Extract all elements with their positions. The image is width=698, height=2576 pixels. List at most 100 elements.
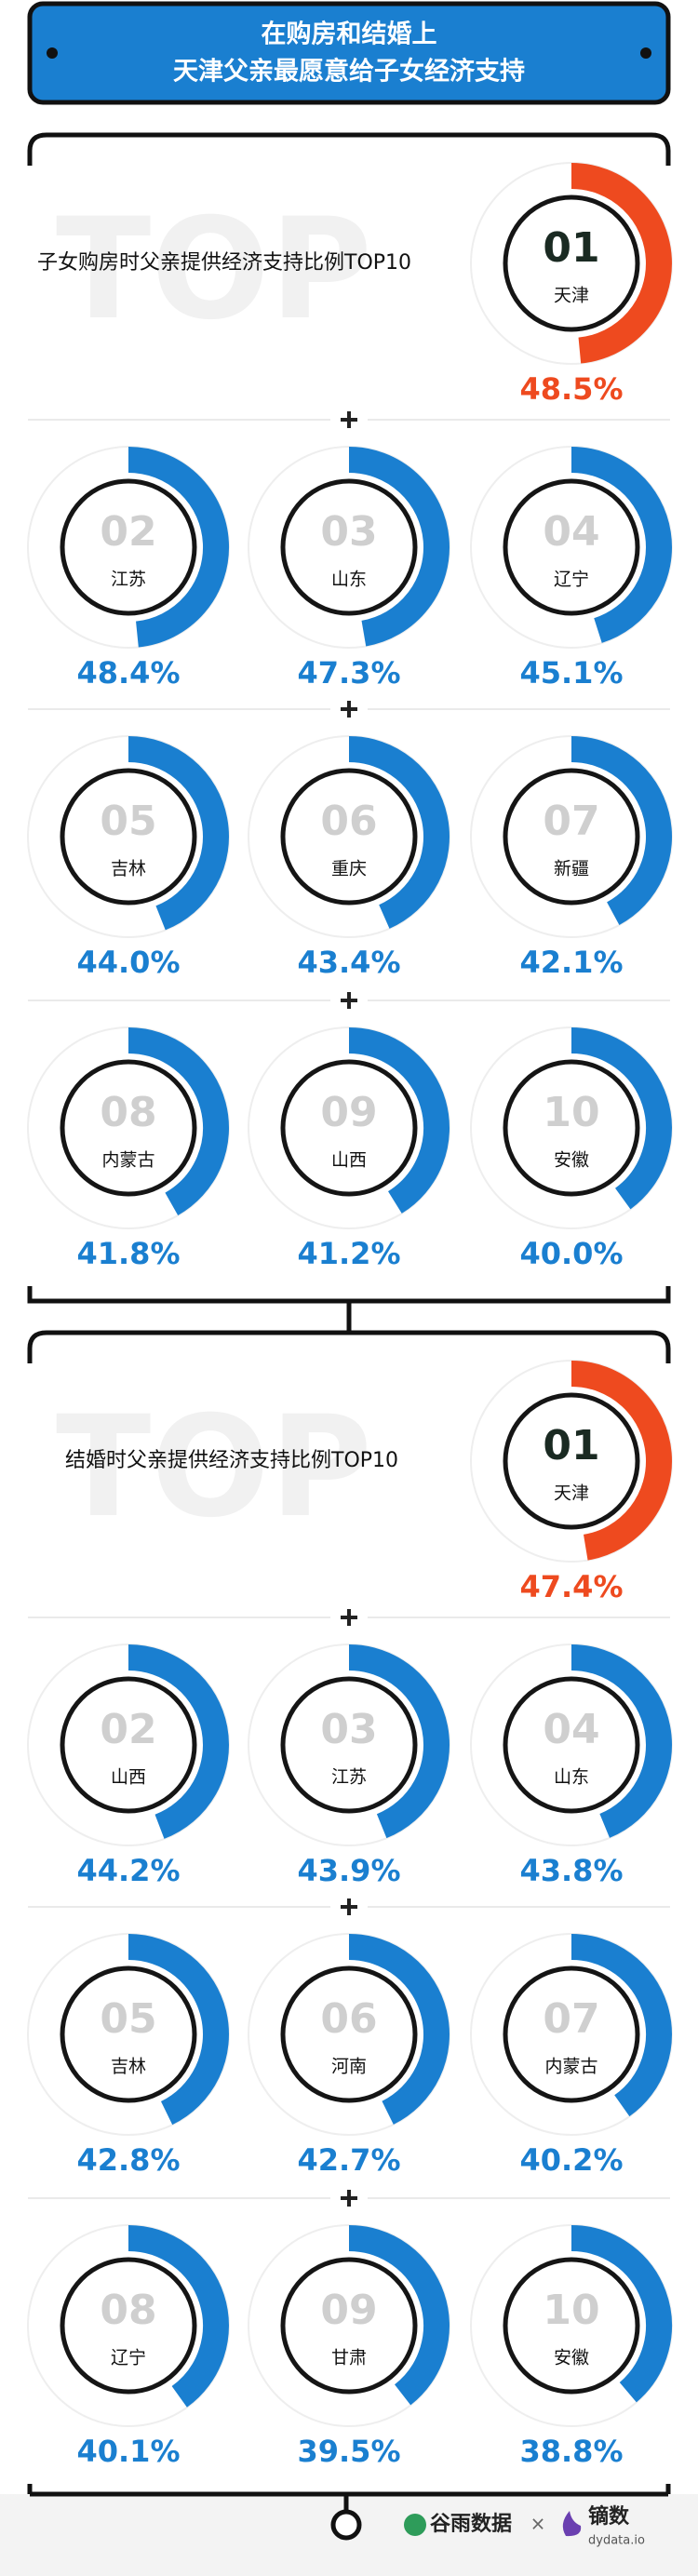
region: 山西: [331, 1150, 367, 1171]
rank: 05: [100, 798, 156, 845]
region: 安徽: [554, 2348, 589, 2368]
footer-circle: [330, 2509, 362, 2541]
rank: 04: [543, 508, 599, 556]
ring-inner: [503, 768, 640, 906]
ring-arc: [128, 1934, 229, 2126]
rank: 07: [543, 798, 599, 845]
value-label: 42.7%: [297, 2142, 400, 2178]
rank: 02: [100, 1706, 156, 1753]
ring-inner: [280, 1676, 418, 1814]
value-label: 48.5%: [519, 371, 623, 407]
ring-arc: [348, 1934, 450, 2125]
region: 天津: [554, 1483, 589, 1504]
value-label: 47.4%: [519, 1569, 623, 1604]
logo-left: 谷雨数据: [430, 2512, 512, 2536]
header-box: [27, 1, 671, 105]
region: 内蒙古: [544, 2057, 597, 2077]
section-frame: [27, 132, 671, 166]
ring-inner: [60, 1966, 197, 2103]
value-label: 44.0%: [76, 945, 180, 980]
section-frame: [27, 1330, 671, 1363]
value-label: 48.4%: [76, 655, 180, 691]
ring-inner: [280, 2257, 418, 2395]
ring-inner: [503, 1676, 640, 1814]
region: 辽宁: [554, 570, 589, 590]
ring-inner: [503, 1059, 640, 1197]
region: 江苏: [111, 570, 146, 590]
ring-arc: [570, 1644, 672, 1838]
logo-icon: [404, 2514, 426, 2536]
region: 辽宁: [111, 2348, 146, 2368]
ring-inner: [60, 2257, 197, 2395]
value-label: 42.1%: [519, 945, 623, 980]
rank: 01: [543, 1422, 599, 1469]
watermark: TOP: [56, 189, 372, 351]
rank: 01: [543, 224, 599, 272]
rank: 09: [320, 2287, 377, 2334]
ring-inner: [60, 1059, 197, 1197]
ring-inner: [280, 478, 418, 616]
ring-arc: [570, 1361, 672, 1561]
separator-mark: ×: [530, 2513, 546, 2535]
ring-inner: [280, 1059, 418, 1197]
value-label: 43.9%: [297, 1853, 400, 1888]
rank: 05: [100, 1995, 156, 2043]
ring-inner: [280, 1966, 418, 2103]
ring-arc: [128, 447, 229, 648]
rank: 04: [543, 1706, 599, 1753]
rank: 09: [320, 1089, 377, 1136]
ring-arc: [128, 736, 229, 931]
region: 新疆: [554, 859, 589, 879]
value-label: 40.1%: [76, 2434, 180, 2469]
ring-arc: [348, 447, 450, 647]
section-title: 子女购房时父亲提供经济支持比例TOP10: [37, 251, 411, 275]
region: 江苏: [331, 1767, 367, 1788]
header-title: 在购房和结婚上: [262, 20, 437, 49]
rank: 03: [320, 508, 377, 556]
region: 内蒙古: [101, 1150, 154, 1171]
ring-arc: [128, 1644, 229, 1839]
region: 安徽: [554, 1150, 589, 1171]
ring-arc: [348, 2225, 450, 2406]
region: 重庆: [331, 859, 367, 879]
value-label: 40.0%: [519, 1236, 623, 1271]
rank: 03: [320, 1706, 377, 1753]
ring-arc: [570, 1027, 672, 1210]
value-label: 42.8%: [76, 2142, 180, 2178]
region: 甘肃: [331, 2348, 367, 2368]
ring-arc: [348, 1644, 450, 1839]
ring-arc: [570, 163, 672, 364]
rank: 08: [100, 1089, 156, 1136]
value-label: 45.1%: [519, 655, 623, 691]
ring-inner: [503, 478, 640, 616]
ring-inner: [503, 1392, 640, 1530]
value-label: 43.4%: [297, 945, 400, 980]
ring-inner: [503, 1966, 640, 2103]
value-label: 40.2%: [519, 2142, 623, 2178]
value-label: 39.5%: [297, 2434, 400, 2469]
logo-right-sub: dydata.io: [588, 2534, 645, 2548]
rank: 06: [320, 1995, 377, 2043]
ring-arc: [128, 2225, 229, 2408]
header-dot: [640, 47, 651, 59]
watermark: TOP: [56, 1387, 372, 1549]
value-label: 47.3%: [297, 655, 400, 691]
section-title: 结婚时父亲提供经济支持比例TOP10: [65, 1449, 398, 1472]
ring-arc: [128, 1027, 229, 1215]
ring-inner: [60, 768, 197, 906]
value-label: 41.8%: [76, 1236, 180, 1271]
ring-inner: [280, 768, 418, 906]
ring-inner: [60, 478, 197, 616]
rank: 07: [543, 1995, 599, 2043]
ring-inner: [503, 2257, 640, 2395]
header-title: 天津父亲最愿意给子女经济支持: [173, 57, 525, 87]
ring-arc: [570, 1934, 672, 2117]
logo-icon: [562, 2511, 582, 2537]
ring-arc: [570, 447, 672, 643]
rank: 10: [543, 2287, 599, 2334]
rank: 06: [320, 798, 377, 845]
rank: 08: [100, 2287, 156, 2334]
ring-inner: [503, 195, 640, 332]
region: 山东: [554, 1767, 589, 1788]
